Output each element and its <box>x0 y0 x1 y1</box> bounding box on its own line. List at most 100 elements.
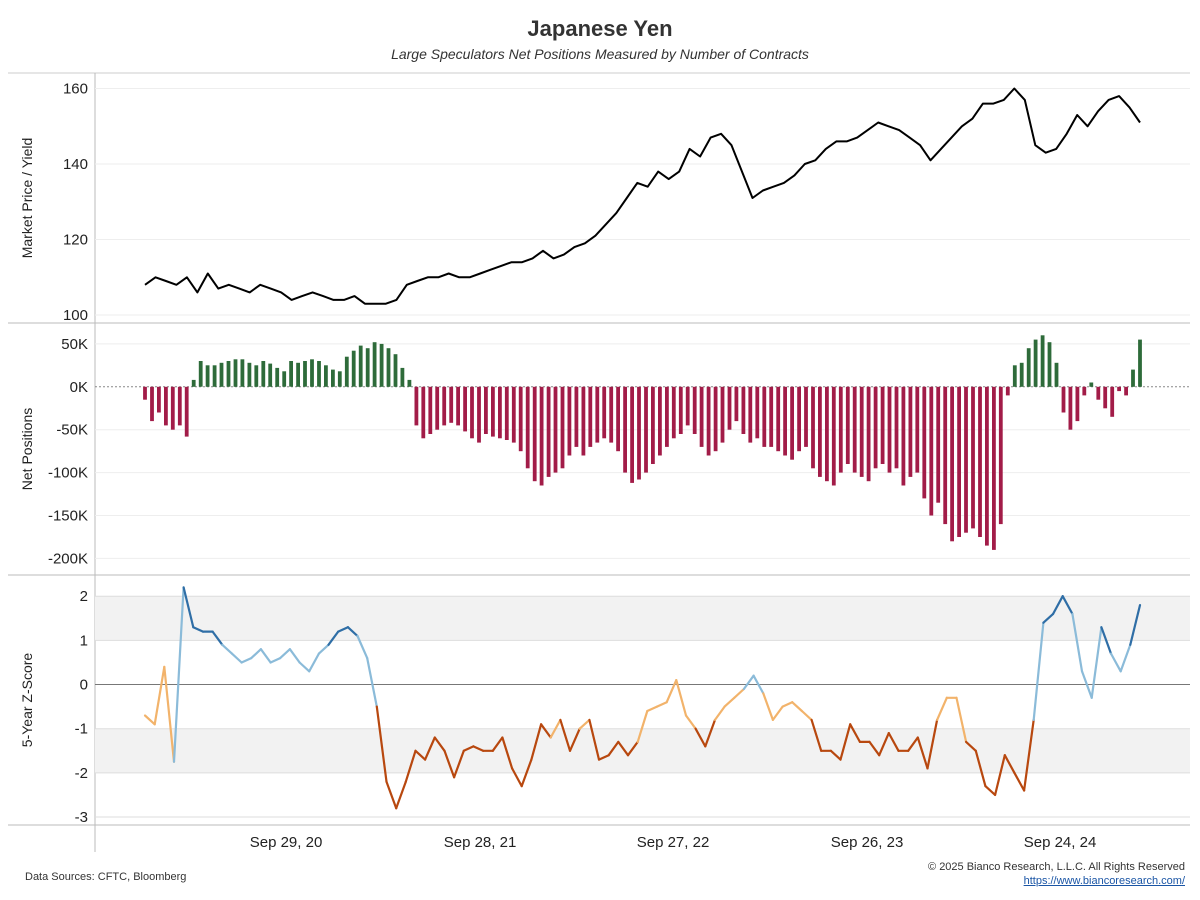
net-position-bar <box>226 361 231 387</box>
net-position-bar <box>992 386 996 550</box>
zscore-segment <box>568 727 581 752</box>
net-position-bar <box>644 386 648 473</box>
panel-frames <box>8 72 1190 852</box>
net-position-bar <box>783 386 787 456</box>
net-position-bar <box>351 350 356 387</box>
net-position-bar <box>317 361 321 387</box>
zscore-segment <box>250 648 262 660</box>
net-position-bar <box>769 386 774 447</box>
net-position-bar <box>428 386 433 434</box>
net-position-bar <box>755 386 760 439</box>
zscore-segment <box>704 718 717 748</box>
x-tick-label: Sep 28, 21 <box>444 834 517 851</box>
zscore-segment <box>964 740 977 752</box>
zscore-panel: -3 -2 -1 0 1 2 5-Year Z-Score <box>19 586 1190 826</box>
zscore-segment <box>907 736 919 752</box>
net-position-bar <box>1117 386 1121 392</box>
zscore-segment <box>1080 670 1093 699</box>
zscore-segment <box>791 701 804 713</box>
net-position-bar <box>344 356 349 387</box>
net-position-bar <box>567 386 572 456</box>
zscore-segment <box>636 709 649 744</box>
net-position-bar <box>421 386 426 439</box>
zscore-segment <box>713 705 726 722</box>
net-position-bar <box>922 386 927 499</box>
zscore-segment <box>1129 603 1142 646</box>
bianco-link[interactable]: https://www.biancoresearch.com/ <box>1023 875 1185 887</box>
net-position-bar <box>665 386 669 447</box>
net-position-bar <box>685 386 690 426</box>
net-position-bar <box>720 386 725 443</box>
net-position-bar <box>484 386 488 434</box>
zscore-segment <box>781 701 794 708</box>
zscore-segment <box>1100 626 1113 655</box>
net-position-bar <box>456 386 460 426</box>
net-position-bar <box>184 386 189 437</box>
zscore-segment <box>1013 771 1026 792</box>
zscore-segment <box>453 749 465 779</box>
net-position-bar <box>275 367 280 387</box>
net-position-bar <box>268 363 273 387</box>
zscore-segment <box>935 696 948 722</box>
net-position-bar <box>379 343 384 387</box>
y-tick-label: 120 <box>63 232 88 249</box>
y-tick-label: -200K <box>48 550 88 567</box>
zscore-segment <box>356 634 369 660</box>
net-position-bar <box>1089 382 1094 387</box>
net-position-bar <box>602 386 607 439</box>
zscore-segment <box>955 696 968 744</box>
chart-subtitle: Large Speculators Net Positions Measured… <box>391 46 809 62</box>
net-position-bar <box>727 386 732 430</box>
net-position-bar <box>1005 386 1010 396</box>
x-axis: Sep 29, 20 Sep 28, 21 Sep 27, 22 Sep 26, 23… <box>250 834 1097 851</box>
zscore-segment <box>366 656 378 708</box>
net-position-bar <box>706 386 711 456</box>
net-position-bar <box>393 354 398 387</box>
net-position-bar <box>212 365 217 387</box>
zscore-segment <box>163 665 176 763</box>
net-position-bar <box>971 386 975 529</box>
zscore-segment <box>887 731 900 752</box>
y-tick-label: 1 <box>80 632 88 649</box>
zscore-segment <box>800 709 813 722</box>
zscore-segment <box>279 648 291 660</box>
zscore-segment <box>317 643 330 655</box>
net-position-bar <box>372 342 377 387</box>
zscore-segment <box>539 723 552 739</box>
zscore-segment <box>694 727 707 748</box>
net-position-bar <box>470 386 474 439</box>
net-position-bar <box>776 386 781 452</box>
net-position-bar <box>1075 386 1080 422</box>
net-position-bar <box>240 359 245 387</box>
zscore-segment <box>665 678 678 704</box>
net-position-bar <box>678 386 683 434</box>
price-axis-title: Market Price / Yield <box>19 138 35 259</box>
y-tick-label: -150K <box>48 508 88 525</box>
net-position-bar <box>560 386 565 469</box>
x-tick-label: Sep 24, 24 <box>1024 834 1097 851</box>
net-position-bar <box>978 386 982 537</box>
zscore-segment <box>472 745 485 752</box>
net-position-bar <box>539 386 544 486</box>
net-position-bar <box>825 386 829 482</box>
zscore-segment <box>839 723 852 761</box>
net-position-bar <box>205 365 210 387</box>
net-position-bar <box>1040 335 1045 387</box>
net-position-bar <box>1110 386 1115 417</box>
net-positions-axis-title: Net Positions <box>19 408 35 490</box>
net-position-bar <box>957 386 961 537</box>
net-position-bar <box>915 386 920 473</box>
net-position-bar <box>609 386 614 443</box>
zscore-segment <box>375 705 388 783</box>
zscore-segment <box>462 745 475 752</box>
net-position-bar <box>804 386 808 447</box>
zscore-segment <box>655 701 668 708</box>
net-position-bar <box>553 386 558 473</box>
net-position-bar <box>219 362 224 387</box>
zscore-segment <box>723 696 736 708</box>
zscore-segment <box>849 723 862 744</box>
x-tick-label: Sep 26, 23 <box>831 834 904 851</box>
zscore-segment <box>1090 626 1103 699</box>
net-position-bar <box>546 386 551 477</box>
net-position-bar <box>1033 339 1038 387</box>
